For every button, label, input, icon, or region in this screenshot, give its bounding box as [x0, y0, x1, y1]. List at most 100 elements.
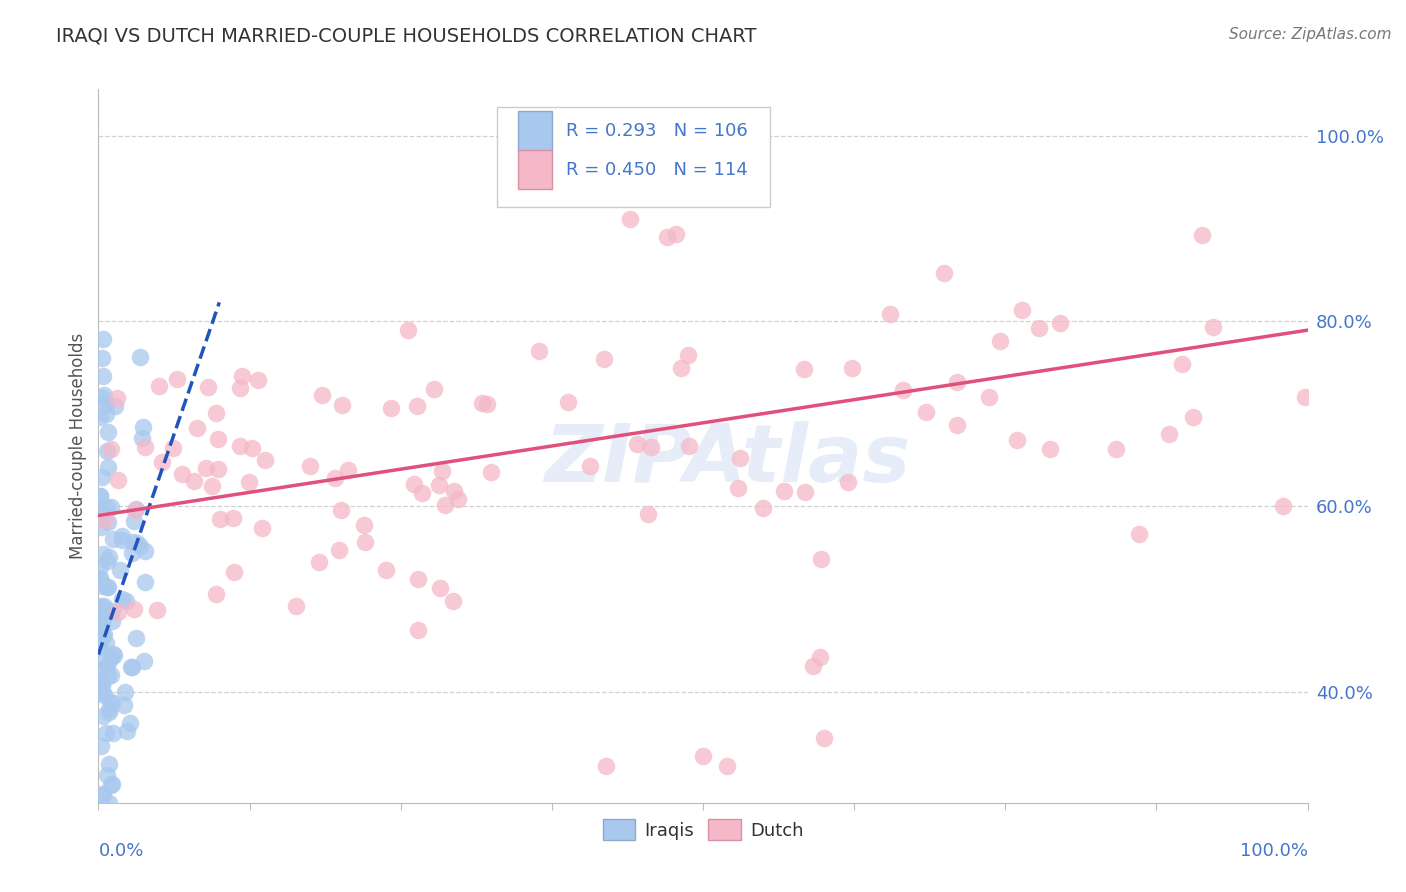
Point: [810, 552, 832, 566]
Point: [124, 501, 146, 516]
Point: [134, 544, 156, 558]
Point: [336, 463, 359, 477]
Point: [637, 507, 659, 521]
Point: [100, 650, 122, 665]
Point: [107, 391, 129, 405]
Point: [89, 571, 111, 585]
Point: [111, 529, 134, 543]
Point: [115, 594, 138, 608]
Point: [131, 431, 153, 445]
Point: [246, 373, 269, 387]
Point: [205, 406, 228, 420]
Point: [91, 333, 114, 347]
Point: [111, 533, 134, 547]
Point: [100, 668, 122, 682]
Point: [222, 510, 245, 524]
Point: [111, 591, 134, 606]
FancyBboxPatch shape: [517, 112, 553, 151]
Point: [91, 369, 114, 384]
Point: [311, 387, 333, 401]
Point: [97, 580, 120, 594]
Point: [626, 436, 648, 450]
Point: [93, 627, 115, 641]
Text: IRAQI VS DUTCH MARRIED-COUPLE HOUSEHOLDS CORRELATION CHART: IRAQI VS DUTCH MARRIED-COUPLE HOUSEHOLDS…: [56, 27, 756, 45]
Point: [91, 787, 114, 801]
Point: [1182, 409, 1205, 424]
Point: [146, 603, 169, 617]
Point: [197, 380, 219, 394]
Point: [98, 702, 121, 716]
Point: [527, 344, 550, 359]
Point: [89, 489, 111, 503]
Point: [91, 677, 114, 691]
Point: [100, 777, 122, 791]
Point: [1039, 442, 1062, 457]
Point: [671, 361, 693, 376]
Point: [773, 483, 796, 498]
Point: [124, 503, 146, 517]
Point: [125, 631, 148, 645]
Point: [90, 470, 112, 484]
Point: [94, 407, 117, 421]
Point: [93, 579, 115, 593]
Point: [1191, 228, 1213, 243]
Point: [228, 439, 250, 453]
Point: [353, 518, 375, 533]
Point: [90, 520, 112, 534]
Point: [97, 757, 120, 772]
Point: [406, 623, 429, 637]
Point: [579, 458, 602, 473]
Point: [134, 440, 156, 454]
Point: [90, 599, 112, 614]
Point: [91, 629, 114, 643]
Point: [89, 410, 111, 425]
Point: [1011, 303, 1033, 318]
Point: [90, 739, 112, 754]
Point: [120, 715, 142, 730]
Point: [471, 396, 494, 410]
Point: [330, 398, 353, 412]
Point: [98, 706, 121, 720]
Point: [97, 460, 120, 475]
Point: [186, 421, 208, 435]
Point: [433, 498, 456, 512]
Point: [429, 581, 451, 595]
Point: [96, 659, 118, 673]
Point: [665, 227, 688, 242]
Point: [406, 573, 429, 587]
Text: R = 0.450   N = 114: R = 0.450 N = 114: [567, 161, 748, 178]
Point: [222, 566, 245, 580]
Point: [97, 549, 120, 564]
Point: [89, 502, 111, 516]
Point: [128, 539, 150, 553]
Point: [166, 372, 188, 386]
Point: [891, 383, 914, 397]
Point: [727, 482, 749, 496]
Point: [728, 451, 751, 466]
Text: R = 0.293   N = 106: R = 0.293 N = 106: [567, 121, 748, 139]
Point: [793, 361, 815, 376]
Point: [101, 648, 124, 662]
Point: [595, 758, 617, 772]
Point: [89, 609, 111, 624]
Point: [91, 653, 114, 667]
Point: [477, 397, 499, 411]
Point: [655, 230, 678, 244]
Point: [1028, 320, 1050, 334]
Point: [100, 442, 122, 457]
Point: [308, 555, 330, 569]
Point: [100, 615, 122, 629]
Point: [114, 698, 136, 713]
Point: [96, 554, 118, 568]
Point: [1202, 320, 1225, 334]
Point: [323, 471, 346, 485]
Point: [481, 466, 503, 480]
Point: [96, 580, 118, 594]
Point: [100, 695, 122, 709]
Point: [94, 513, 117, 527]
Point: [100, 500, 122, 514]
Point: [619, 211, 641, 226]
Point: [231, 368, 253, 383]
Point: [121, 535, 143, 549]
Point: [93, 599, 115, 613]
